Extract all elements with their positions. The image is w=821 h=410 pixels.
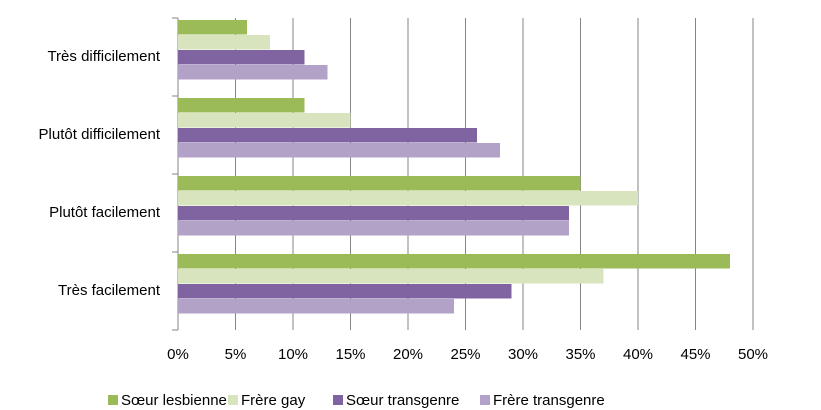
- bar: [178, 98, 305, 113]
- bar: [178, 35, 270, 50]
- x-tick-label: 10%: [278, 346, 308, 363]
- bar: [178, 128, 477, 143]
- legend-label: Frère gay: [241, 392, 306, 409]
- legend-swatch: [228, 395, 238, 405]
- bar: [178, 284, 512, 299]
- x-tick-label: 5%: [225, 346, 247, 363]
- y-tick-label: Très facilement: [58, 282, 161, 299]
- x-tick-label: 40%: [623, 346, 653, 363]
- x-tick-label: 50%: [738, 346, 768, 363]
- x-tick-label: 25%: [450, 346, 480, 363]
- bar: [178, 191, 638, 206]
- bar: [178, 221, 569, 236]
- legend-swatch: [108, 395, 118, 405]
- x-tick-label: 15%: [335, 346, 365, 363]
- y-tick-label: Très difficilement: [47, 48, 160, 65]
- x-tick-label: 20%: [393, 346, 423, 363]
- legend-swatch: [480, 395, 490, 405]
- bar: [178, 20, 247, 35]
- y-tick-label: Plutôt facilement: [49, 204, 161, 221]
- bar: [178, 65, 328, 80]
- x-tick-label: 35%: [565, 346, 595, 363]
- bar: [178, 143, 500, 158]
- bar: [178, 269, 604, 284]
- bar: [178, 206, 569, 221]
- legend-swatch: [333, 395, 343, 405]
- bar: [178, 50, 305, 65]
- legend-label: Sœur lesbienne: [121, 392, 227, 409]
- x-tick-label: 30%: [508, 346, 538, 363]
- bar: [178, 254, 730, 269]
- bar: [178, 113, 351, 128]
- y-tick-label: Plutôt difficilement: [39, 126, 161, 143]
- bar: [178, 176, 581, 191]
- bar: [178, 299, 454, 314]
- x-tick-label: 0%: [167, 346, 189, 363]
- x-tick-label: 45%: [680, 346, 710, 363]
- legend-label: Sœur transgenre: [346, 392, 459, 409]
- legend-label: Frère transgenre: [493, 392, 605, 409]
